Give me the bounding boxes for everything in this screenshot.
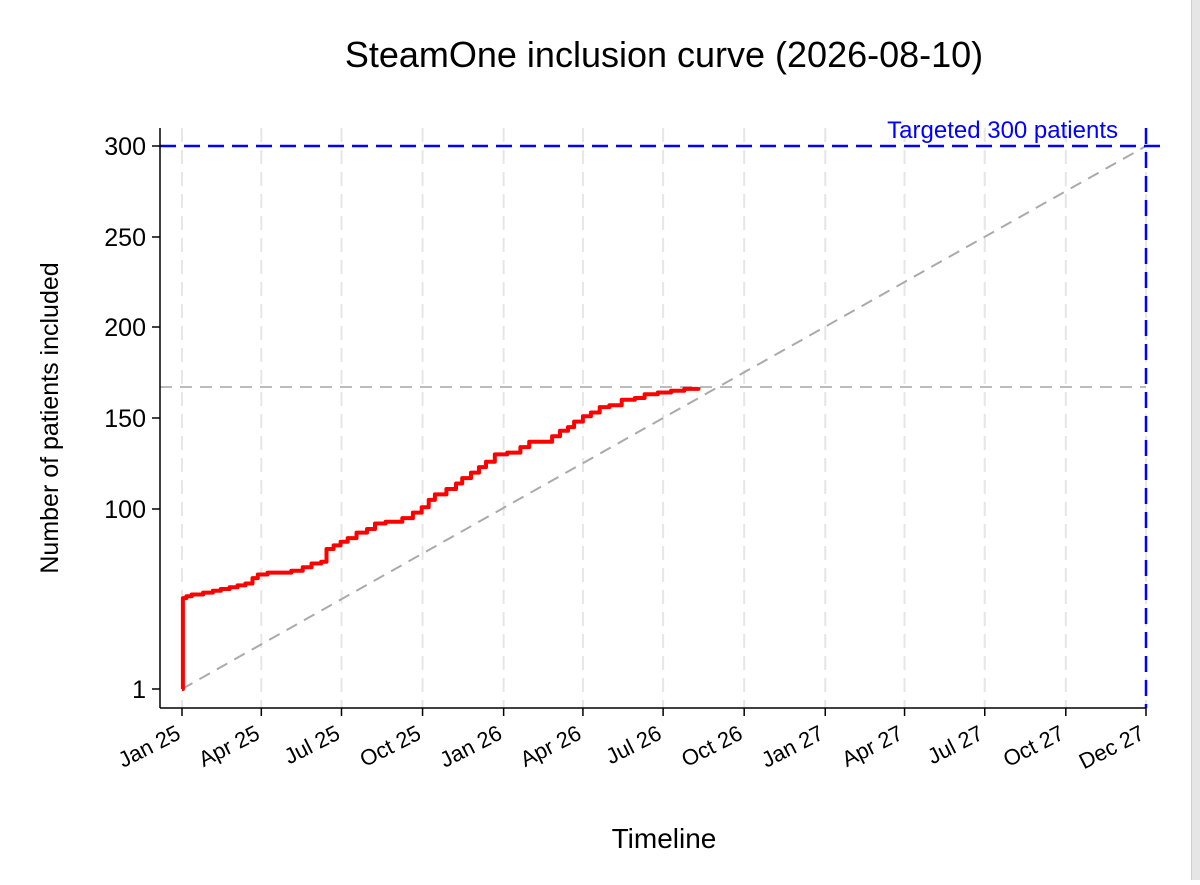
x-tick-label: Jul 27 xyxy=(923,720,987,769)
x-tick-label: Apr 27 xyxy=(838,720,907,772)
x-tick-label: Oct 26 xyxy=(677,720,746,772)
x-tick-label: Jan 26 xyxy=(436,720,506,772)
y-axis-label: Number of patients included xyxy=(36,262,64,573)
x-tick-label: Jan 25 xyxy=(114,720,184,772)
y-tick-label: 300 xyxy=(104,133,146,161)
chart-title: SteamOne inclusion curve (2026-08-10) xyxy=(345,34,983,75)
x-tick-label: Apr 25 xyxy=(194,720,263,772)
x-axis-label: Timeline xyxy=(612,823,717,854)
inclusion-series-line xyxy=(180,386,701,691)
x-tick-label: Oct 27 xyxy=(999,720,1068,772)
y-tick-label: 100 xyxy=(104,496,146,524)
x-tick-label: Jul 26 xyxy=(602,720,666,769)
x-tick-label: Jan 27 xyxy=(757,720,827,772)
target-label: Targeted 300 patients xyxy=(887,117,1118,144)
y-tick-label: 150 xyxy=(104,405,146,433)
page-edge xyxy=(1191,0,1200,880)
x-tick-label: Apr 26 xyxy=(516,720,585,772)
y-tick-label: 200 xyxy=(104,314,146,342)
trend-reference-line xyxy=(181,145,1147,690)
x-tick-label: Oct 25 xyxy=(356,720,425,772)
x-tick-label: Dec 27 xyxy=(1075,720,1148,774)
y-tick-label: 250 xyxy=(104,224,146,252)
y-tick-label: 1 xyxy=(132,676,146,704)
x-tick-label: Jul 25 xyxy=(280,720,344,769)
